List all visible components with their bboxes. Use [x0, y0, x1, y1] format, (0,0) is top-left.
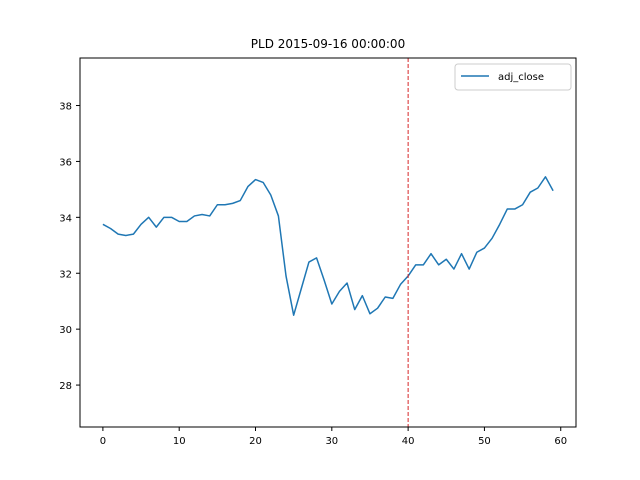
data-point: [453, 268, 455, 270]
data-point: [331, 303, 333, 305]
data-point: [209, 215, 211, 217]
data-point: [278, 215, 280, 217]
axes-frame: [79, 57, 577, 428]
data-point: [239, 200, 241, 202]
x-tick-label: 20: [249, 436, 262, 447]
data-point: [293, 314, 295, 316]
data-point: [354, 309, 356, 311]
data-point: [339, 291, 341, 293]
data-point: [369, 313, 371, 315]
x-tick-label: 60: [554, 436, 567, 447]
data-point: [156, 226, 158, 228]
data-point: [438, 264, 440, 266]
y-tick-label: 30: [59, 325, 72, 336]
data-point: [476, 251, 478, 253]
x-tick-label: 0: [100, 436, 106, 447]
data-point: [362, 295, 364, 297]
plot-area: [102, 58, 554, 427]
data-point: [270, 194, 272, 196]
data-point: [102, 224, 104, 226]
data-point: [392, 298, 394, 300]
data-point: [445, 258, 447, 260]
data-point: [186, 221, 188, 223]
data-point: [308, 261, 310, 263]
data-point: [423, 264, 425, 266]
data-point: [377, 307, 379, 309]
chart-title: PLD 2015-09-16 00:00:00: [251, 37, 405, 51]
data-point: [262, 182, 264, 184]
legend-label-adj-close: adj_close: [498, 72, 544, 83]
data-point: [133, 233, 135, 235]
data-point: [163, 217, 165, 219]
y-tick-label: 32: [59, 269, 72, 280]
x-tick-label: 10: [173, 436, 186, 447]
data-point: [491, 238, 493, 240]
data-point: [255, 179, 257, 181]
y-tick-label: 28: [59, 381, 72, 392]
data-point: [400, 284, 402, 286]
data-point: [537, 187, 539, 189]
data-point: [125, 235, 127, 237]
data-point: [346, 282, 348, 284]
x-tick-label: 50: [478, 436, 491, 447]
data-point: [300, 288, 302, 290]
data-point: [514, 208, 516, 210]
data-point: [194, 215, 196, 217]
legend: adj_close: [454, 63, 572, 91]
data-point: [552, 190, 554, 192]
data-point: [415, 264, 417, 266]
data-point: [522, 204, 524, 206]
data-point: [201, 214, 203, 216]
y-tick-label: 36: [59, 157, 72, 168]
data-point: [110, 228, 112, 230]
data-point: [507, 208, 509, 210]
legend-box: [454, 63, 572, 91]
data-point: [545, 176, 547, 178]
data-point: [232, 203, 234, 205]
data-point: [461, 253, 463, 255]
data-point: [468, 268, 470, 270]
data-point: [323, 279, 325, 281]
data-point: [316, 257, 318, 259]
data-point: [529, 191, 531, 193]
data-point: [384, 296, 386, 298]
data-point: [117, 233, 119, 235]
data-point: [217, 204, 219, 206]
axes: 0 10 20 30 40 50 60 28 30 32 34 36 38: [59, 57, 577, 447]
data-point: [247, 186, 249, 188]
y-tick-label: 34: [59, 213, 72, 224]
x-tick-label: 30: [325, 436, 338, 447]
data-point: [430, 253, 432, 255]
x-tick-label: 40: [402, 436, 415, 447]
data-point: [285, 275, 287, 277]
data-point: [140, 224, 142, 226]
data-point: [171, 217, 173, 219]
y-tick-label: 38: [59, 102, 72, 113]
data-point: [499, 224, 501, 226]
data-point: [224, 204, 226, 206]
series-line-adj-close: [102, 176, 554, 316]
data-point: [148, 217, 150, 219]
data-point: [484, 247, 486, 249]
data-point: [178, 221, 180, 223]
